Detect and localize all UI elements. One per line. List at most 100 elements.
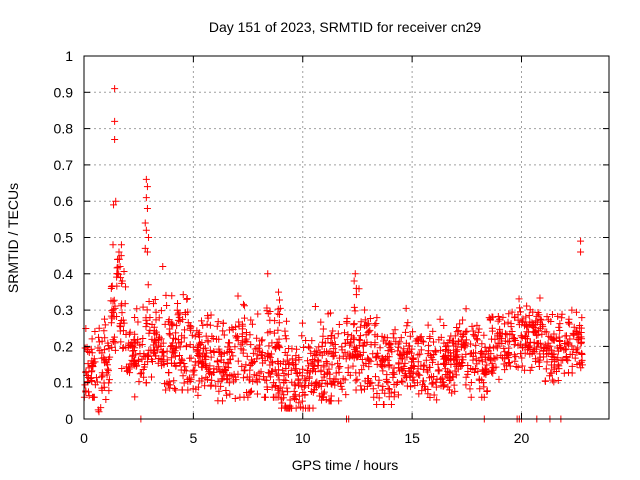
data-point	[81, 344, 89, 352]
data-point	[562, 354, 570, 362]
data-point	[529, 322, 537, 330]
data-point	[143, 204, 151, 212]
data-point	[175, 339, 183, 347]
data-point	[361, 306, 369, 314]
data-point	[535, 358, 543, 366]
data-point	[472, 355, 480, 363]
data-point	[97, 404, 105, 412]
data-point	[391, 388, 399, 396]
data-point	[253, 378, 261, 386]
data-point	[242, 328, 250, 336]
data-point	[249, 377, 257, 385]
data-point	[145, 352, 153, 360]
data-point	[198, 317, 206, 325]
data-point	[372, 320, 380, 328]
data-point	[239, 300, 247, 308]
data-point	[331, 381, 339, 389]
data-point	[499, 313, 507, 321]
data-point	[356, 323, 364, 331]
data-point	[334, 359, 342, 367]
data-point	[512, 363, 520, 371]
data-point	[275, 342, 283, 350]
data-point	[446, 369, 454, 377]
data-point	[292, 365, 300, 373]
data-point	[548, 353, 556, 361]
data-point	[424, 321, 432, 329]
data-point	[244, 393, 252, 401]
data-point	[247, 316, 255, 324]
data-point	[357, 386, 365, 394]
data-point	[506, 362, 514, 370]
data-point	[151, 337, 159, 345]
data-point	[359, 342, 367, 350]
data-point	[101, 321, 109, 329]
data-point	[361, 316, 369, 324]
data-point	[517, 332, 525, 340]
data-point	[547, 369, 555, 377]
data-point	[174, 299, 182, 307]
data-point	[283, 351, 291, 359]
data-point	[556, 327, 564, 335]
data-point	[329, 327, 337, 335]
data-point	[300, 343, 308, 351]
data-point	[541, 341, 549, 349]
data-point	[568, 350, 576, 358]
data-point	[98, 354, 106, 362]
data-point	[282, 335, 290, 343]
data-point	[571, 354, 579, 362]
data-point	[357, 318, 365, 326]
data-point	[178, 386, 186, 394]
data-point	[172, 362, 180, 370]
data-point	[275, 389, 283, 397]
data-point	[142, 323, 150, 331]
data-point	[105, 376, 113, 384]
data-point	[101, 356, 109, 364]
x-tick-label: 15	[404, 430, 420, 446]
data-point	[228, 324, 236, 332]
data-point	[226, 356, 234, 364]
data-point	[508, 308, 516, 316]
data-point	[143, 248, 151, 256]
data-point	[445, 386, 453, 394]
data-point	[111, 135, 119, 143]
data-point	[282, 404, 290, 412]
data-point	[238, 332, 246, 340]
data-point	[117, 274, 125, 282]
data-point	[206, 346, 214, 354]
data-point	[88, 335, 96, 343]
data-point	[390, 364, 398, 372]
data-point	[241, 314, 249, 322]
data-point	[494, 332, 502, 340]
data-point	[157, 355, 165, 363]
data-point	[231, 343, 239, 351]
data-point	[181, 363, 189, 371]
data-point	[440, 353, 448, 361]
data-point	[394, 347, 402, 355]
data-point	[263, 304, 271, 312]
data-point	[220, 331, 228, 339]
data-point	[91, 327, 99, 335]
data-point	[363, 321, 371, 329]
data-point	[380, 337, 388, 345]
data-point	[401, 359, 409, 367]
data-point	[174, 316, 182, 324]
data-point	[436, 375, 444, 383]
data-point	[194, 331, 202, 339]
data-point	[131, 330, 139, 338]
data-point	[352, 377, 360, 385]
data-point	[261, 376, 269, 384]
data-point	[265, 342, 273, 350]
data-point	[354, 352, 362, 360]
data-point	[142, 226, 150, 234]
data-point	[409, 368, 417, 376]
data-point	[271, 344, 279, 352]
data-point	[231, 394, 239, 402]
data-point	[573, 330, 581, 338]
data-point	[159, 263, 167, 271]
data-point	[194, 391, 202, 399]
data-point	[312, 379, 320, 387]
data-point	[378, 362, 386, 370]
data-point	[554, 377, 562, 385]
data-point	[387, 389, 395, 397]
data-point	[124, 343, 132, 351]
